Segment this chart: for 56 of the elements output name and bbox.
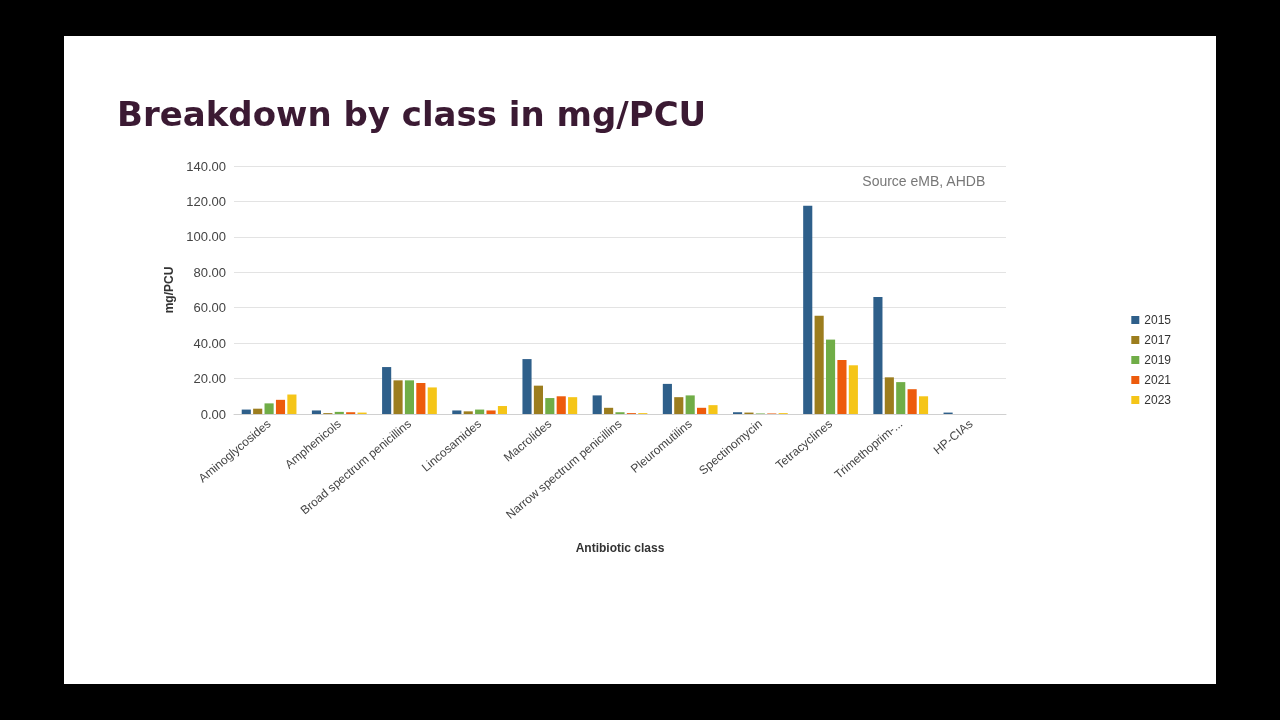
y-tick-label: 40.00	[193, 335, 226, 351]
annotation: Source eMB, AHDB	[862, 173, 986, 189]
y-tick-label: 20.00	[193, 371, 226, 387]
legend-label: 2015	[1144, 313, 1172, 327]
legend-label: 2017	[1144, 333, 1172, 347]
y-tick-label: 80.00	[193, 264, 226, 280]
bar	[814, 315, 824, 414]
y-tick-label: 140.00	[186, 158, 226, 174]
bar	[241, 409, 251, 414]
bar	[556, 396, 566, 414]
bar	[825, 339, 836, 414]
bar	[697, 407, 707, 414]
bar	[674, 397, 684, 414]
bar	[884, 377, 894, 414]
bar	[662, 383, 672, 414]
bar	[896, 382, 906, 414]
bar	[873, 297, 883, 414]
bar	[427, 387, 437, 414]
bar	[311, 410, 322, 414]
y-tick-label: 100.00	[186, 229, 226, 245]
chart-title: Breakdown by class in mg/PCU	[117, 94, 707, 134]
legend-label: 2023	[1144, 393, 1172, 407]
bar	[848, 365, 858, 414]
bar	[803, 205, 813, 414]
bar	[837, 359, 847, 414]
bar	[685, 395, 695, 414]
y-tick-label: 120.00	[186, 193, 226, 209]
bar	[486, 410, 496, 414]
bar	[452, 410, 462, 414]
legend-label: 2021	[1144, 373, 1172, 387]
x-axis-title: Antibiotic class	[575, 541, 665, 555]
y-axis-title: mg/PCU	[162, 266, 177, 314]
bar	[253, 408, 263, 414]
bar	[604, 407, 614, 414]
bar	[533, 385, 543, 414]
bar	[382, 367, 392, 414]
bar	[592, 395, 602, 414]
bar	[275, 399, 286, 414]
bar	[463, 411, 473, 414]
bar	[545, 398, 555, 414]
y-tick-label: 60.00	[193, 300, 226, 316]
bar	[416, 383, 426, 414]
bar	[907, 389, 917, 414]
bar	[393, 380, 403, 414]
bar	[264, 403, 274, 414]
y-tick-label: 0.00	[200, 406, 226, 422]
bar	[708, 405, 718, 414]
bar	[287, 394, 297, 414]
bar	[568, 397, 578, 414]
bar	[334, 411, 344, 414]
bar	[475, 409, 485, 414]
bar	[404, 380, 415, 414]
bar	[497, 406, 508, 414]
legend-label: 2019	[1144, 353, 1172, 367]
bar	[918, 396, 929, 414]
bar	[522, 359, 532, 414]
